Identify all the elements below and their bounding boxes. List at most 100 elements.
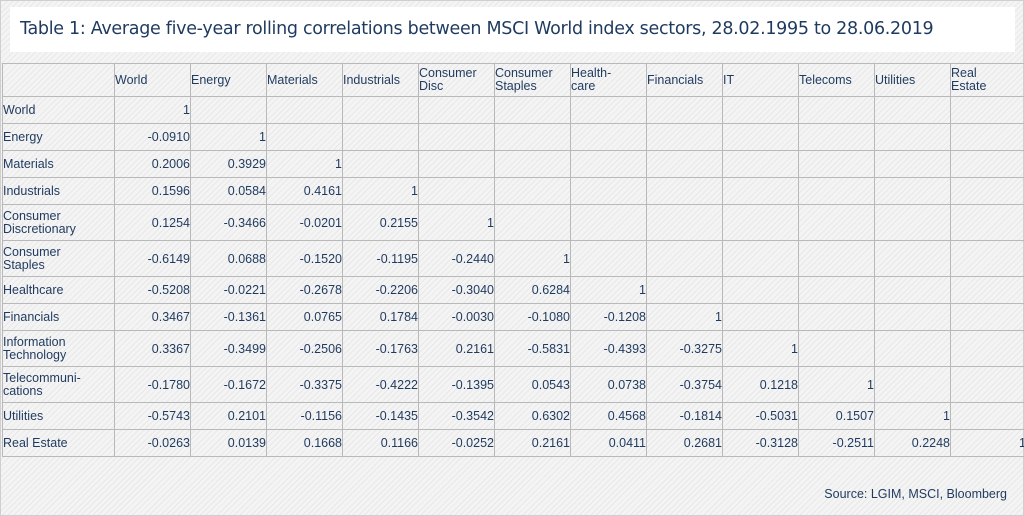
correlation-cell: -0.3542 [418,402,495,430]
correlation-cell: -0.0030 [418,303,495,331]
correlation-cell: -0.1780 [114,366,191,403]
row-header-line: Consumer [3,208,61,223]
correlation-cell [950,150,1024,178]
column-header: Industrials [342,63,419,97]
column-header-line: Telecoms [799,72,852,87]
correlation-cell [798,204,875,241]
correlation-cell: 0.1784 [342,303,419,331]
correlation-cell [418,177,495,205]
row-header: Energy [2,123,115,151]
correlation-cell: 0.3367 [114,330,191,367]
column-header: IT [722,63,799,97]
row-header-line: Staples [3,257,45,272]
correlation-cell: -0.1208 [570,303,647,331]
correlation-cell [570,240,647,277]
column-header-line: Industrials [343,72,400,87]
correlation-cell: -0.5031 [722,402,799,430]
source-note: Source: LGIM, MSCI, Bloomberg [824,487,1007,501]
row-header: Financials [2,303,115,331]
correlation-table: World Energy Materials Industrials Consu… [2,63,1024,457]
correlation-cell: 1 [646,303,723,331]
correlation-cell: -0.1435 [342,402,419,430]
row-header-line: World [3,102,36,117]
correlation-cell: 1 [570,276,647,304]
correlation-cell: -0.0221 [190,276,267,304]
correlation-cell [874,276,951,304]
column-header-line: Financials [647,72,704,87]
table-row: Utilities -0.5743 0.2101 -0.1156 -0.1435 -0.3… [2,402,1024,430]
correlation-cell [494,150,571,178]
correlation-cell: -0.1395 [418,366,495,403]
table-row: Information Technology 0.3367 -0.3499 -0.250… [2,330,1024,367]
correlation-cell [342,96,419,124]
correlation-cell: 0.6284 [494,276,571,304]
correlation-cell [266,123,343,151]
row-header: Information Technology [2,330,115,367]
correlation-cell [570,123,647,151]
column-header-line: World [115,72,148,87]
correlation-cell: -0.5208 [114,276,191,304]
column-header-line: Consumer [495,66,553,80]
correlation-cell: 0.1596 [114,177,191,205]
column-header: Real Estate [950,63,1024,97]
correlation-cell: 1 [190,123,267,151]
table-row: Consumer Discretionary 0.1254 -0.3466 -0.020… [2,204,1024,241]
correlation-cell: -0.4222 [342,366,419,403]
correlation-cell: -0.3128 [722,429,799,457]
correlation-cell: -0.3275 [646,330,723,367]
correlation-cell [646,123,723,151]
correlation-cell: 0.2248 [874,429,951,457]
correlation-cell: -0.3040 [418,276,495,304]
table-row: Real Estate -0.0263 0.0139 0.1668 0.1166 -0.0… [2,429,1024,457]
correlation-cell: 0.2006 [114,150,191,178]
row-header-line: Materials [3,156,54,171]
column-header-line: Utilities [875,72,916,87]
correlation-cell [646,240,723,277]
correlation-cell [950,204,1024,241]
column-header: Health-care [570,63,647,97]
correlation-cell [418,123,495,151]
row-header: Consumer Discretionary [2,204,115,241]
correlation-cell [798,240,875,277]
correlation-cell: 0.0584 [190,177,267,205]
correlation-cell: -0.3754 [646,366,723,403]
correlation-cell: -0.2511 [798,429,875,457]
correlation-cell: -0.0263 [114,429,191,457]
correlation-cell [798,177,875,205]
correlation-cell [722,150,799,178]
correlation-cell: -0.3499 [190,330,267,367]
correlation-cell: 0.2161 [418,330,495,367]
correlation-cell: 0.1507 [798,402,875,430]
row-header: Telecommuni-cations [2,366,115,403]
correlation-cell: -0.2440 [418,240,495,277]
correlation-cell: -0.2678 [266,276,343,304]
correlation-cell: 0.2161 [494,429,571,457]
row-header: World [2,96,115,124]
table-row: Consumer Staples -0.6149 0.0688 -0.1520 -0.11… [2,240,1024,277]
correlation-cell [874,366,951,403]
correlation-cell: -0.5743 [114,402,191,430]
correlation-cell: 0.4568 [570,402,647,430]
row-header-line: cations [3,383,43,398]
column-header: Consumer Disc [418,63,495,97]
row-header-line: Financials [3,309,60,324]
row-header-line: Discretionary [3,221,76,236]
table-row: Industrials 0.1596 0.0584 0.4161 1 [2,177,1024,205]
correlation-cell [570,177,647,205]
table-row: Telecommuni-cations -0.1780 -0.1672 -0.3375… [2,366,1024,403]
column-header: Financials [646,63,723,97]
correlation-cell: 1 [266,150,343,178]
row-header: Healthcare [2,276,115,304]
column-header: Materials [266,63,343,97]
correlation-cell: -0.2206 [342,276,419,304]
correlation-cell: -0.1361 [190,303,267,331]
correlation-cell [874,177,951,205]
correlation-cell: 1 [418,204,495,241]
correlation-cell: -0.1763 [342,330,419,367]
correlation-cell [874,123,951,151]
correlation-cell: 0.1166 [342,429,419,457]
corner-cell [2,63,115,97]
correlation-cell [798,123,875,151]
column-header-line: care [571,79,596,93]
